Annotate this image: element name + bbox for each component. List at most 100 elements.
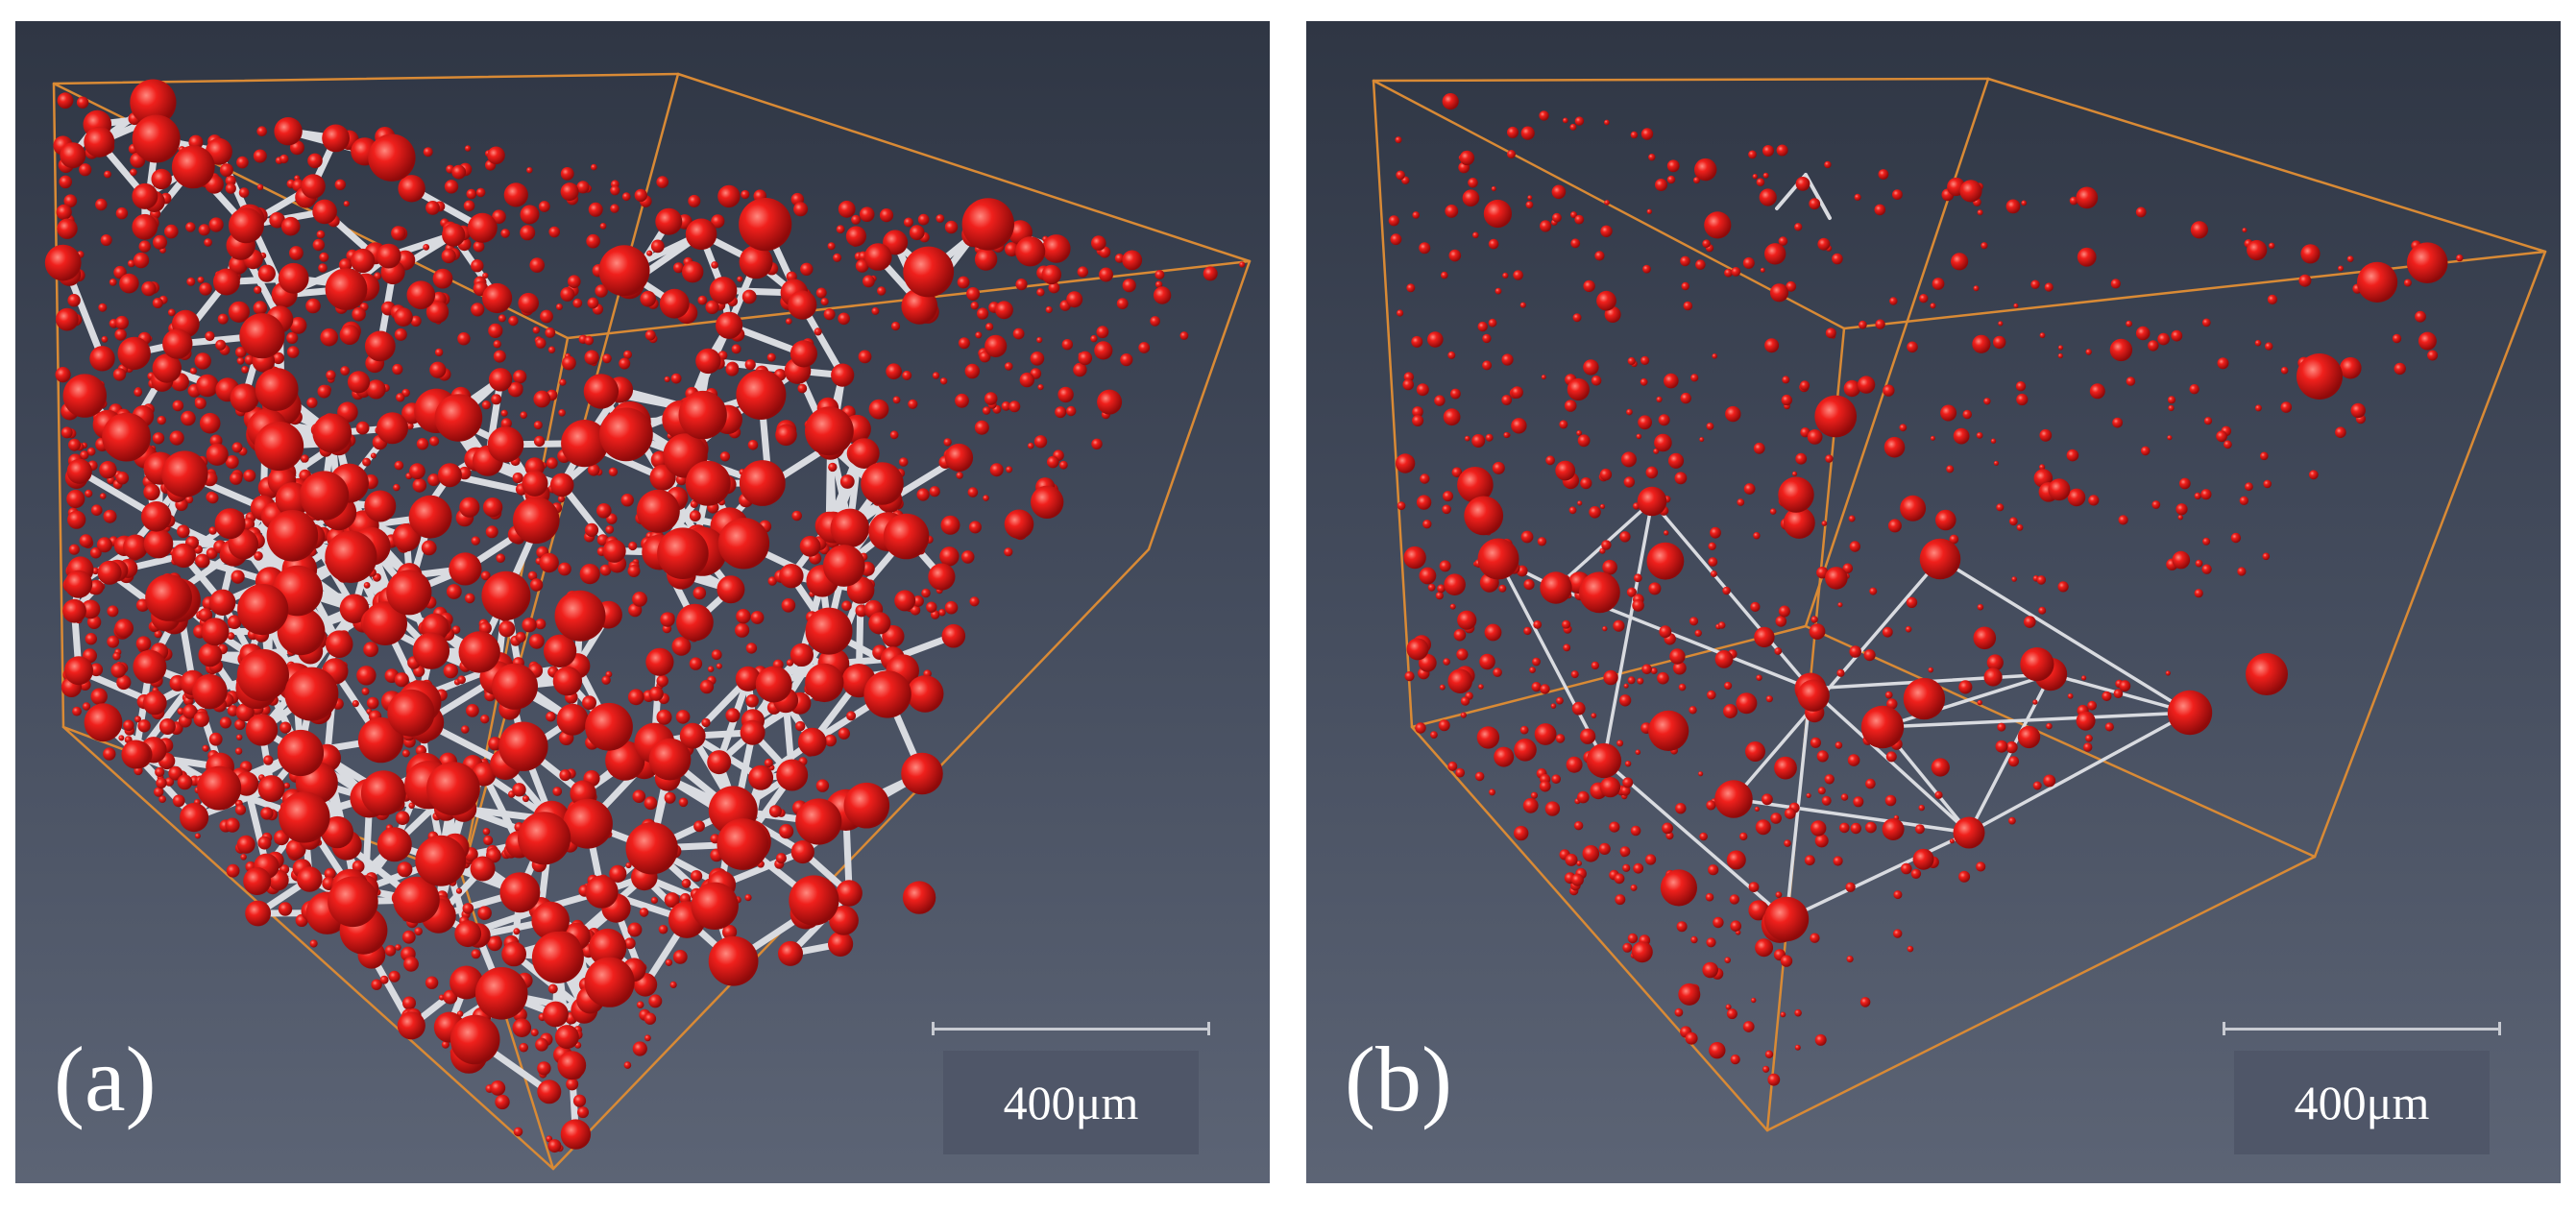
pore: [238, 187, 250, 198]
pore: [716, 663, 722, 669]
pore: [2157, 332, 2170, 346]
pore: [1012, 328, 1025, 340]
pore: [820, 298, 829, 306]
pore: [1858, 320, 1867, 329]
pore: [324, 867, 336, 881]
pore: [1640, 355, 1650, 365]
pore: [790, 340, 818, 368]
pore: [325, 530, 377, 584]
pore: [719, 451, 731, 462]
pore: [56, 204, 72, 220]
throat: [1732, 797, 1971, 835]
pore: [908, 399, 918, 409]
pore: [392, 523, 421, 552]
pore: [1562, 117, 1568, 124]
pore: [596, 503, 612, 519]
pore: [236, 835, 255, 854]
pore: [2013, 303, 2019, 308]
pore: [1900, 495, 1927, 522]
pore: [1689, 617, 1699, 626]
pore: [1568, 506, 1577, 515]
pore: [2038, 606, 2047, 615]
pore: [855, 259, 869, 273]
pore: [2167, 435, 2173, 441]
pore: [901, 752, 943, 795]
pore: [2039, 332, 2046, 339]
pore: [255, 368, 299, 411]
pore: [212, 268, 240, 296]
pore: [1717, 621, 1726, 629]
pore: [863, 275, 875, 288]
pore: [1626, 408, 1633, 416]
pore: [585, 875, 619, 909]
pore: [512, 473, 523, 484]
pore: [2177, 515, 2183, 521]
pore: [1631, 941, 1653, 963]
pore: [326, 370, 336, 380]
pore: [839, 474, 855, 489]
pore: [168, 765, 183, 781]
pore: [133, 252, 150, 269]
pore: [257, 836, 272, 850]
pore: [491, 394, 502, 405]
pore: [1539, 110, 1549, 121]
pore: [537, 1061, 551, 1076]
pore: [739, 245, 773, 279]
pore: [394, 307, 413, 328]
pore: [2346, 255, 2354, 262]
pore: [1620, 451, 1637, 468]
pore: [681, 878, 692, 888]
pore: [793, 202, 809, 217]
pore: [515, 631, 526, 643]
pore: [518, 292, 539, 314]
throat: [1496, 557, 1606, 763]
pore: [983, 495, 989, 501]
pore: [501, 941, 526, 967]
pore: [1457, 610, 1477, 630]
pore: [1091, 438, 1103, 449]
pore: [750, 611, 765, 624]
pore: [2267, 294, 2277, 304]
pore: [427, 473, 441, 487]
pore: [57, 218, 78, 239]
pore: [2340, 356, 2362, 379]
pore: [936, 214, 945, 223]
pore: [1883, 384, 1895, 397]
pore: [1477, 538, 1519, 580]
pore: [1573, 821, 1584, 831]
pore: [1759, 188, 1777, 206]
pore: [1154, 280, 1163, 288]
pore: [1583, 359, 1599, 376]
pore: [620, 494, 634, 507]
pore: [243, 867, 272, 895]
pore: [127, 259, 135, 268]
pore: [133, 649, 167, 684]
pore: [566, 1078, 579, 1091]
pore: [1537, 537, 1547, 546]
pore: [717, 518, 770, 570]
pore: [119, 273, 139, 294]
pore: [1640, 377, 1648, 386]
pore: [1471, 434, 1486, 448]
pore: [627, 565, 641, 577]
pore: [1565, 853, 1578, 866]
pore: [1503, 431, 1510, 439]
pore: [278, 902, 293, 916]
pore: [1520, 126, 1535, 140]
pore: [1406, 638, 1429, 661]
throat: [1602, 499, 1654, 763]
pore: [401, 930, 416, 944]
pore: [605, 525, 615, 534]
pore: [2245, 482, 2253, 492]
pore: [198, 643, 223, 667]
pore: [1882, 626, 1893, 638]
pore: [1437, 584, 1446, 594]
pore: [289, 317, 307, 334]
pore: [966, 287, 981, 301]
pore: [2102, 691, 2112, 702]
box-edge: [1147, 259, 1252, 551]
pore: [552, 667, 583, 696]
pore: [1674, 472, 1688, 485]
pore: [1702, 961, 1718, 979]
pore: [1672, 661, 1687, 675]
